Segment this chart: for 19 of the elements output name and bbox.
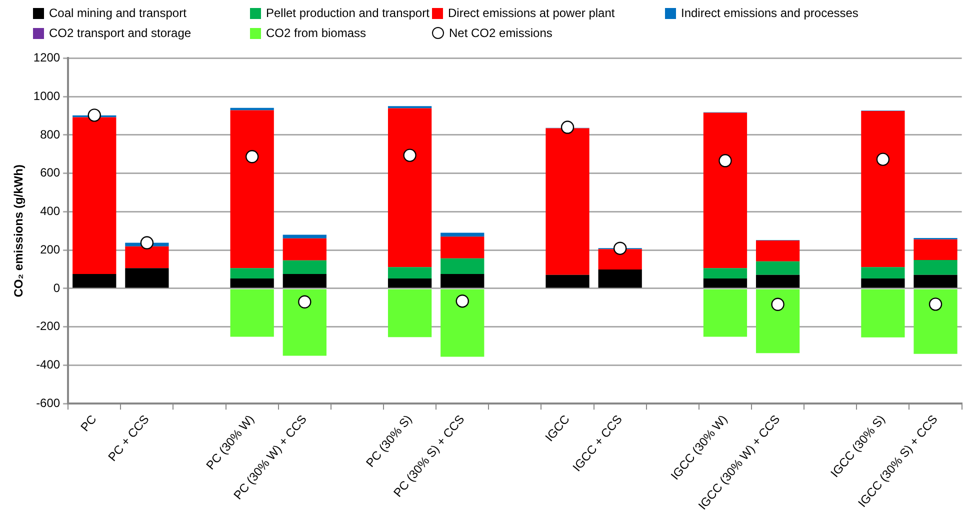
- y-axis-title: CO₂ emissions (g/kWh): [12, 164, 26, 298]
- y-tick-label: 400: [40, 204, 60, 218]
- y-tick-label: -400: [36, 358, 60, 372]
- legend-label: Net CO2 emissions: [449, 26, 552, 40]
- y-tick-label: 600: [40, 166, 60, 180]
- y-tick-label: 200: [40, 242, 60, 256]
- y-tick-label: 1000: [33, 88, 60, 103]
- y-tick-label: 800: [40, 127, 60, 142]
- legend-label: Coal mining and transport: [49, 6, 186, 20]
- y-tick-label: 1200: [33, 50, 60, 65]
- y-tick-label: 0: [53, 280, 60, 295]
- legend-label: Indirect emissions and processes: [681, 6, 858, 20]
- legend-label: Direct emissions at power plant: [448, 6, 615, 20]
- y-tick-label: -600: [36, 396, 60, 410]
- legend-label: CO2 from biomass: [266, 26, 366, 40]
- legend-label: Pellet production and transport: [266, 6, 430, 20]
- y-tick-label: -200: [36, 319, 60, 334]
- x-tick-label: PC: [78, 412, 100, 434]
- legend-label: CO2 transport and storage: [49, 26, 192, 40]
